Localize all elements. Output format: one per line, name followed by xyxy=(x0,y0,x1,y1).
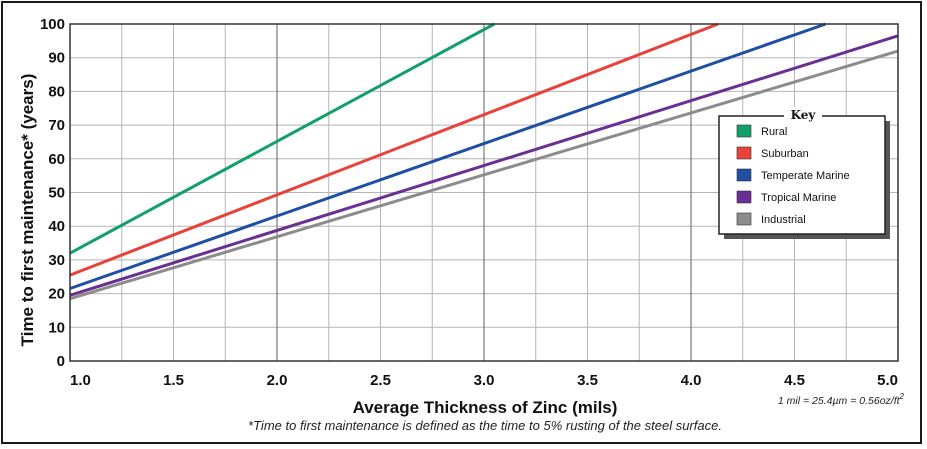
x-tick-label: 2.5 xyxy=(370,372,391,389)
y-tick-label: 20 xyxy=(48,286,65,303)
series-line-rural xyxy=(69,22,496,255)
series-layer xyxy=(69,22,899,301)
x-tick-label: 3.0 xyxy=(474,372,495,389)
footnote: *Time to first maintenance is defined as… xyxy=(248,418,722,433)
y-tick-label: 10 xyxy=(48,319,65,336)
legend-swatch xyxy=(736,190,752,204)
y-tick-label: 80 xyxy=(48,83,65,100)
x-tick-labels: 1.0 1.5 2.0 2.5 3.0 3.5 4.0 4.5 5.0 xyxy=(70,372,898,389)
x-tick-label: 1.5 xyxy=(163,372,184,389)
legend-items: Rural Suburban Temperate Marine Tropical Ma… xyxy=(736,124,850,226)
legend-title: Key xyxy=(791,108,817,122)
x-axis-title: Average Thickness of Zinc (mils) xyxy=(353,398,618,417)
x-tick-label: 5.0 xyxy=(877,372,898,389)
legend: Key Rural Suburban Temperate Marine Tropica… xyxy=(718,107,890,239)
x-tick-label: 2.0 xyxy=(267,372,288,389)
y-tick-label: 30 xyxy=(48,252,65,269)
y-tick-label: 0 xyxy=(57,353,65,370)
legend-swatch xyxy=(736,212,752,226)
unit-note-text: 1 mil = 25.4µm = 0.56oz/ft xyxy=(778,395,901,407)
legend-swatch xyxy=(736,124,752,138)
y-tick-label: 60 xyxy=(48,151,65,168)
plot-border xyxy=(69,23,899,362)
y-tick-label: 90 xyxy=(48,50,65,67)
series-line-suburban xyxy=(69,22,719,277)
series-line-industrial xyxy=(69,49,899,301)
x-tick-label: 3.5 xyxy=(577,372,598,389)
legend-label: Rural xyxy=(761,126,787,138)
legend-label: Tropical Marine xyxy=(761,192,836,204)
series-line-tropical-marine xyxy=(69,34,899,297)
legend-label: Industrial xyxy=(761,214,806,226)
y-tick-label: 70 xyxy=(48,117,65,134)
x-tick-label: 4.5 xyxy=(784,372,805,389)
legend-title-bg xyxy=(784,107,822,123)
x-tick-label: 1.0 xyxy=(70,372,91,389)
legend-swatch xyxy=(736,168,752,182)
y-tick-label: 100 xyxy=(40,16,65,33)
x-tick-label: 4.0 xyxy=(681,372,702,389)
unit-note-sup: 2 xyxy=(899,392,905,401)
legend-label: Temperate Marine xyxy=(761,170,850,182)
y-tick-label: 50 xyxy=(48,185,65,202)
legend-swatch xyxy=(736,146,752,160)
legend-label: Suburban xyxy=(761,148,809,160)
unit-note: 1 mil = 25.4µm = 0.56oz/ft2 xyxy=(778,392,905,407)
y-axis-title: Time to first maintenance* (years) xyxy=(18,74,37,347)
series-line-temperate-marine xyxy=(69,22,827,290)
y-tick-labels: 0 10 20 30 40 50 60 70 80 90 100 xyxy=(40,16,65,370)
y-tick-label: 40 xyxy=(48,218,65,235)
